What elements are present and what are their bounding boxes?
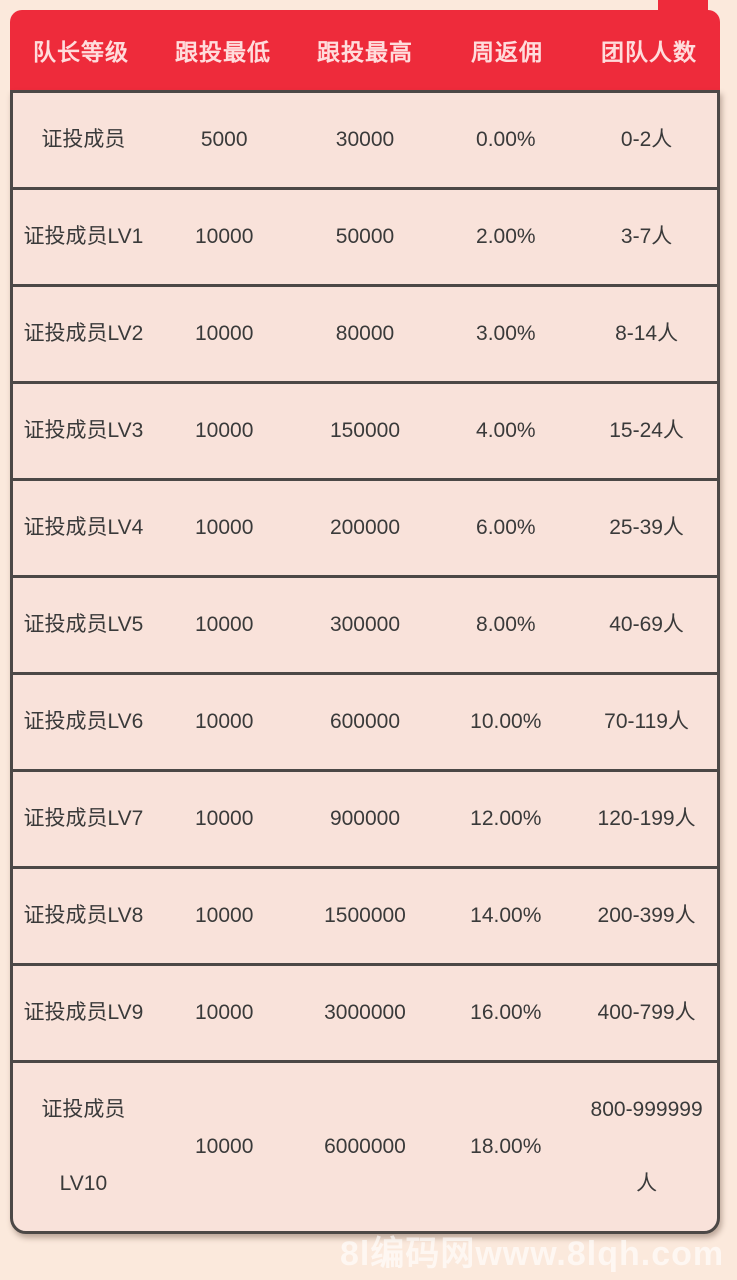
cell-team-size: 800-999999 人 — [590, 1098, 703, 1195]
cell-weekly-rebate: 14.00% — [470, 904, 542, 927]
table-row: 证投成员LV2 10000 80000 3.00% 8-14人 — [13, 284, 717, 381]
cell-team-size: 120-199人 — [597, 807, 696, 830]
table-row: 证投成员 5000 30000 0.00% 0-2人 — [13, 93, 717, 187]
table-row: 证投成员LV3 10000 150000 4.00% 15-24人 — [13, 381, 717, 478]
cell-min-follow: 10000 — [194, 1001, 254, 1024]
table-row: 证投成员LV7 10000 900000 12.00% 120-199人 — [13, 769, 717, 866]
cell-max-follow: 80000 — [335, 322, 395, 345]
cell-min-follow: 10000 — [194, 322, 254, 345]
column-header-max-follow: 跟投最高 — [317, 39, 413, 65]
cell-team-size: 200-399人 — [597, 904, 696, 927]
table-row: 证投成员 LV10 10000 6000000 18.00% 800-99999… — [13, 1060, 717, 1231]
cell-min-follow: 10000 — [194, 807, 254, 830]
cell-min-follow: 10000 — [194, 1135, 254, 1158]
cell-team-size: 40-69人 — [609, 613, 684, 636]
table-header-row: 队长等级 跟投最低 跟投最高 周返佣 团队人数 — [10, 10, 720, 90]
cell-level: 证投成员LV9 — [23, 1001, 144, 1024]
cell-max-follow: 150000 — [329, 419, 401, 442]
table-row: 证投成员LV9 10000 3000000 16.00% 400-799人 — [13, 963, 717, 1060]
cell-team-size: 400-799人 — [597, 1001, 696, 1024]
cell-level: 证投成员LV8 — [23, 904, 144, 927]
cell-weekly-rebate: 16.00% — [470, 1001, 542, 1024]
cell-team-size: 3-7人 — [620, 225, 673, 248]
cell-weekly-rebate: 4.00% — [476, 419, 536, 442]
cell-weekly-rebate: 12.00% — [470, 807, 542, 830]
cell-weekly-rebate: 10.00% — [470, 710, 542, 733]
cell-min-follow: 5000 — [200, 128, 248, 151]
cell-max-follow: 6000000 — [324, 1135, 406, 1158]
table-row: 证投成员LV6 10000 600000 10.00% 70-119人 — [13, 672, 717, 769]
column-header-min-follow: 跟投最低 — [175, 39, 271, 65]
cell-level: 证投成员LV6 — [23, 710, 144, 733]
cell-team-size: 25-39人 — [609, 516, 684, 539]
column-header-team-size: 团队人数 — [601, 39, 697, 65]
table-row: 证投成员LV5 10000 300000 8.00% 40-69人 — [13, 575, 717, 672]
table-row: 证投成员LV8 10000 1500000 14.00% 200-399人 — [13, 866, 717, 963]
column-header-level: 队长等级 — [33, 39, 129, 65]
cell-max-follow: 30000 — [335, 128, 395, 151]
table-row: 证投成员LV1 10000 50000 2.00% 3-7人 — [13, 187, 717, 284]
cell-max-follow: 3000000 — [324, 1001, 406, 1024]
cell-max-follow: 600000 — [329, 710, 401, 733]
cell-max-follow: 300000 — [329, 613, 401, 636]
cell-min-follow: 10000 — [194, 710, 254, 733]
cell-max-follow: 1500000 — [324, 904, 406, 927]
cell-weekly-rebate: 18.00% — [470, 1135, 542, 1158]
cell-weekly-rebate: 6.00% — [476, 516, 536, 539]
cell-weekly-rebate: 2.00% — [476, 225, 536, 248]
cutoff-red-element — [658, 0, 708, 13]
cell-level: 证投成员LV7 — [23, 807, 144, 830]
cell-level: 证投成员LV4 — [23, 516, 144, 539]
cell-min-follow: 10000 — [194, 516, 254, 539]
cell-min-follow: 10000 — [194, 419, 254, 442]
cell-team-size: 70-119人 — [604, 710, 689, 733]
cell-level: 证投成员LV2 — [23, 322, 144, 345]
table-row: 证投成员LV4 10000 200000 6.00% 25-39人 — [13, 478, 717, 575]
cell-weekly-rebate: 3.00% — [476, 322, 536, 345]
cell-level: 证投成员LV1 — [23, 225, 144, 248]
cell-min-follow: 10000 — [194, 225, 254, 248]
cell-min-follow: 10000 — [194, 904, 254, 927]
cell-min-follow: 10000 — [194, 613, 254, 636]
cell-max-follow: 900000 — [329, 807, 401, 830]
cell-team-size: 8-14人 — [615, 322, 679, 345]
cell-weekly-rebate: 0.00% — [476, 128, 536, 151]
cell-max-follow: 200000 — [329, 516, 401, 539]
cell-level: 证投成员LV5 — [23, 613, 144, 636]
cell-team-size: 0-2人 — [620, 128, 673, 151]
cell-team-size: 15-24人 — [609, 419, 684, 442]
captain-levels-table: 队长等级 跟投最低 跟投最高 周返佣 团队人数 证投成员 5000 30000 … — [10, 10, 720, 1234]
column-header-weekly-rebate: 周返佣 — [471, 39, 543, 65]
cell-max-follow: 50000 — [335, 225, 395, 248]
table-body: 证投成员 5000 30000 0.00% 0-2人 证投成员LV1 10000… — [10, 90, 720, 1234]
cell-level: 证投成员LV3 — [23, 419, 144, 442]
cell-level: 证投成员 — [41, 128, 126, 151]
cell-level: 证投成员 LV10 — [41, 1098, 126, 1195]
cell-weekly-rebate: 8.00% — [476, 613, 536, 636]
